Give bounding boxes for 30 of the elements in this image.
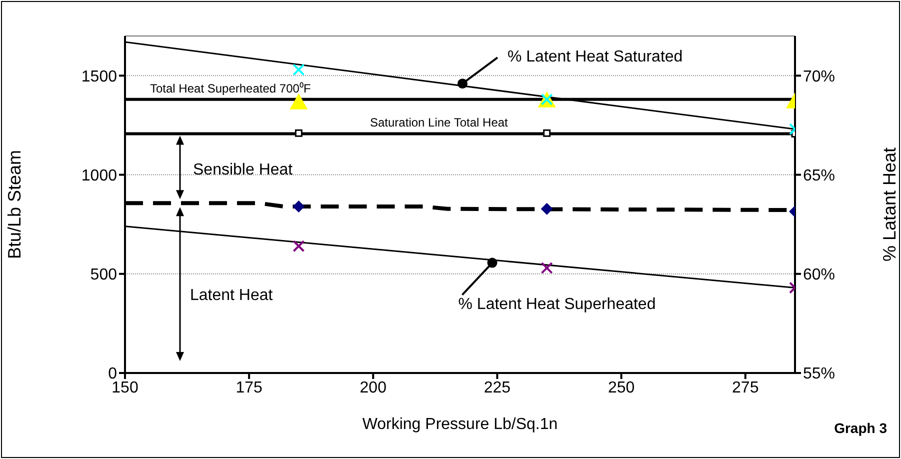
y2-axis-title: % Latant Heat	[879, 147, 900, 262]
point	[543, 129, 551, 137]
annotation: % Latent Heat Superheated	[458, 296, 656, 313]
x-axis-title: Working Pressure Lb/Sq.1n	[362, 416, 558, 433]
y-axis-title: Btu/Lb Steam	[4, 150, 24, 260]
point	[540, 262, 553, 274]
y2-tick-label: 60%	[803, 266, 836, 284]
point	[290, 93, 308, 110]
x-tick-label: 250	[608, 379, 635, 396]
x-tick-label: 275	[732, 379, 759, 396]
x-tick-label: 175	[236, 379, 263, 396]
point	[292, 200, 305, 212]
x-tick-label: 200	[360, 379, 387, 396]
caption: Graph 3	[834, 420, 888, 436]
annotation: % Latent Heat Saturated	[507, 48, 683, 66]
series-label: Saturation Line Total Heat	[370, 116, 509, 130]
x-tick-label: 225	[484, 379, 511, 396]
y2-tick-label: 70%	[803, 68, 836, 86]
point	[294, 129, 302, 137]
y2-tick-label: 65%	[803, 167, 836, 184]
series-label: Total Heat Superheated 700⁰F	[150, 81, 311, 96]
annotation: Latent Heat	[190, 287, 274, 304]
annotation: Sensible Heat	[193, 161, 294, 178]
point	[292, 240, 305, 252]
point	[540, 202, 553, 215]
y2-tick-label: 55%	[803, 366, 836, 383]
y-tick-label: 1500	[81, 68, 118, 86]
y-tick-label: 500	[90, 266, 118, 284]
point	[292, 64, 305, 76]
y-tick-label: 1000	[81, 167, 118, 184]
